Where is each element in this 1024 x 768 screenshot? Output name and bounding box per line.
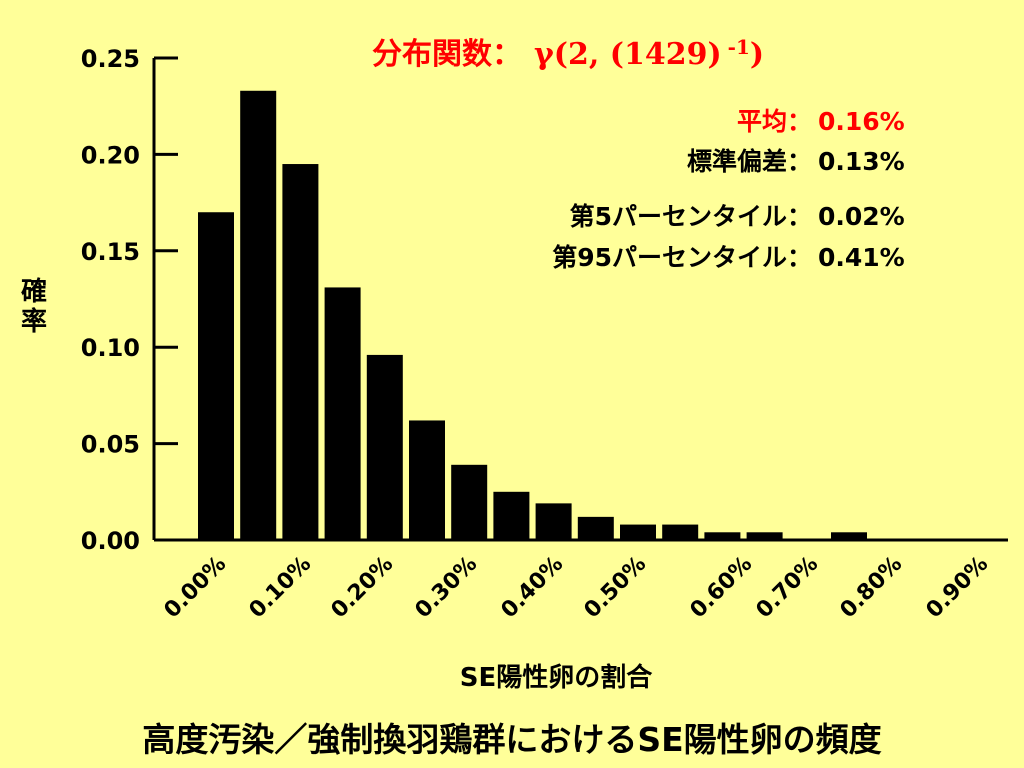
x-axis-tick-labels: 0.00% 0.10% 0.20% 0.30% 0.40% 0.50% 0.60%0.70%…: [160, 552, 994, 624]
bar: [746, 532, 783, 540]
chart-title-exponent: -1: [728, 35, 750, 59]
y-tick-label: 0.25: [81, 45, 140, 73]
y-tick-label: 0.00: [81, 527, 140, 555]
bar: [282, 164, 319, 541]
stat-value: 0.16%: [818, 107, 905, 136]
y-axis-ticks: 0.00 0.05 0.10 0.15 0.20 0.25: [81, 45, 178, 555]
bar: [831, 532, 867, 540]
bar: [324, 287, 361, 540]
stat-label: 第5パーセンタイル：: [570, 202, 812, 231]
x-tick-label: 0.50%: [580, 552, 652, 624]
bar: [240, 90, 277, 540]
x-tick-label: 0.70%: [752, 552, 824, 624]
stat-label: 平均：: [737, 107, 812, 136]
stat-label: 第95パーセンタイル：: [552, 243, 812, 272]
bar: [409, 420, 445, 540]
bar: [451, 464, 488, 540]
footer-caption: 高度汚染／強制換羽鶏群におけるSE陽性卵の頻度: [142, 720, 881, 759]
bars-group: [198, 90, 867, 541]
x-axis-label: SE陽性卵の割合: [460, 662, 653, 693]
stat-value: 0.13%: [818, 147, 905, 176]
y-tick-label: 0.15: [81, 238, 140, 266]
chart-title-func: γ(2, (1429): [534, 37, 722, 72]
x-tick-label: 0.30%: [411, 552, 483, 624]
x-tick-label: 0.80%: [836, 552, 908, 624]
x-tick-label: 0.60%: [686, 552, 758, 624]
stat-label: 標準偏差：: [687, 147, 812, 176]
x-tick-label: 0.20%: [327, 552, 399, 624]
bar: [662, 524, 699, 540]
stats-panel: 平均： 0.16%標準偏差： 0.13%第5パーセンタイル： 0.02%第95パーセン…: [552, 107, 905, 272]
x-tick-label: 0.90%: [922, 552, 994, 624]
chart-title: 分布関数： γ(2, (1429) -1): [372, 35, 764, 72]
bar: [620, 524, 656, 540]
bar: [493, 491, 530, 540]
bar: [366, 354, 403, 540]
stat-value: 0.02%: [818, 202, 905, 231]
bar: [535, 503, 572, 540]
y-tick-label: 0.05: [81, 431, 140, 459]
bar: [704, 532, 741, 540]
y-tick-label: 0.10: [81, 334, 140, 362]
y-axis-label-char-2: 率: [21, 306, 47, 337]
bar: [577, 516, 614, 540]
x-tick-label: 0.00%: [160, 552, 232, 624]
chart-title-close: ): [750, 37, 764, 72]
y-axis-label: 確率: [21, 276, 47, 337]
x-tick-label: 0.10%: [245, 552, 317, 624]
y-tick-label: 0.20: [81, 141, 140, 169]
bar: [198, 212, 234, 541]
y-axis-label-char-1: 確: [21, 276, 47, 307]
x-tick-label: 0.40%: [497, 552, 569, 624]
chart-title-label: 分布関数：: [372, 37, 522, 72]
stat-value: 0.41%: [818, 243, 905, 272]
